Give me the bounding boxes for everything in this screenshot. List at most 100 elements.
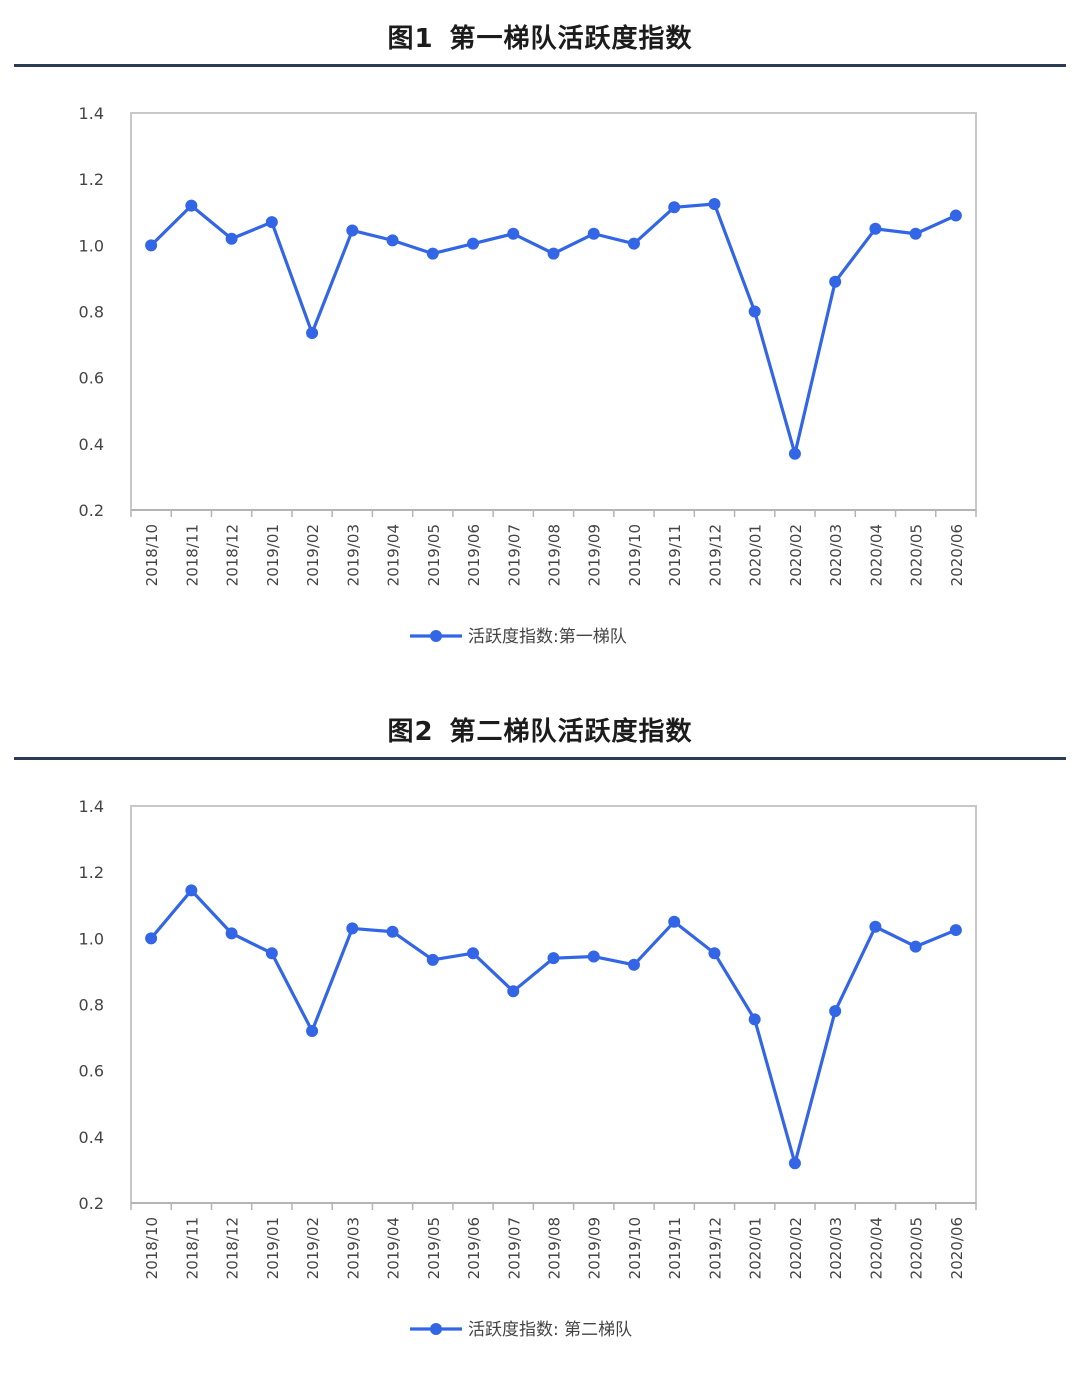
- x-tick-label: 2019/12: [706, 1217, 724, 1279]
- y-tick-label: 0.6: [79, 369, 104, 388]
- x-tick-label: 2019/11: [666, 524, 684, 586]
- data-point: [949, 924, 962, 937]
- x-tick-label: 2020/06: [948, 524, 966, 586]
- y-tick-label: 0.6: [79, 1062, 104, 1081]
- x-tick-label: 2019/03: [344, 524, 362, 586]
- y-tick-label: 0.4: [79, 435, 104, 454]
- data-point: [265, 947, 278, 960]
- x-tick-label: 2019/06: [465, 1217, 483, 1279]
- x-tick-label: 2019/04: [385, 1217, 403, 1279]
- x-tick-label: 2019/12: [706, 524, 724, 586]
- series-line: [149, 202, 957, 456]
- x-tick-label: 2020/04: [867, 524, 885, 586]
- data-point: [185, 199, 198, 212]
- x-tick-label: 2020/01: [747, 524, 765, 586]
- plot-area: [130, 112, 977, 511]
- x-tick-label: 2020/03: [827, 524, 845, 586]
- line-chart: 0.2 0.4 0.6 0.8 1.0 1.2 1.4 2018/10 2018/11 2018/…: [79, 797, 977, 1340]
- data-point: [225, 232, 238, 245]
- x-tick-label: 2019/05: [425, 524, 443, 586]
- data-point: [185, 884, 198, 897]
- data-point: [869, 920, 882, 933]
- data-point: [748, 305, 761, 318]
- data-point: [386, 925, 399, 938]
- chart-title-text: 第一梯队活跃度指数: [449, 24, 693, 54]
- data-point: [145, 932, 158, 945]
- x-tick-label: 2018/10: [143, 1217, 161, 1279]
- x-tick-label: 2018/11: [183, 1217, 201, 1279]
- x-tick-label: 2020/03: [827, 1217, 845, 1279]
- figure-2: 图2 第二梯队活跃度指数 0.2 0.4 0.6 0.8 1.0 1.2 1.4 2018/10…: [0, 693, 1080, 1383]
- x-tick-label: 2020/05: [908, 524, 926, 586]
- x-tick-label: 2019/05: [425, 1217, 443, 1279]
- chart-title-number: 图1: [387, 24, 434, 54]
- y-tick-label: 1.4: [79, 104, 104, 123]
- data-point: [668, 201, 681, 214]
- data-point: [467, 947, 480, 960]
- y-tick-label: 0.2: [79, 501, 104, 520]
- data-point: [145, 239, 158, 252]
- y-tick-label: 0.8: [79, 996, 104, 1015]
- legend-label: 活跃度指数: 第二梯队: [468, 1320, 632, 1340]
- data-point: [708, 947, 721, 960]
- x-tick-label: 2019/04: [385, 524, 403, 586]
- data-point: [507, 227, 520, 240]
- x-tick-label: 2019/01: [264, 1217, 282, 1279]
- x-tick-label: 2019/02: [304, 524, 322, 586]
- line-chart: 0.2 0.4 0.6 0.8 1.0 1.2 1.4 2018/10 2018/11 2018/…: [79, 104, 977, 647]
- y-tick-label: 1.0: [79, 236, 104, 255]
- data-point: [949, 209, 962, 222]
- data-point: [265, 216, 278, 229]
- chart-title: 图2 第二梯队活跃度指数: [0, 711, 1080, 748]
- data-point: [346, 224, 359, 237]
- x-tick-label: 2020/06: [948, 1217, 966, 1279]
- series-line: [149, 888, 957, 1165]
- x-tick-label: 2019/08: [546, 1217, 564, 1279]
- x-tick-label: 2018/11: [183, 524, 201, 586]
- legend-label: 活跃度指数:第一梯队: [468, 627, 627, 647]
- x-tick-label: 2019/07: [505, 524, 523, 586]
- data-point: [627, 958, 640, 971]
- x-tick-label: 2020/01: [747, 1217, 765, 1279]
- data-point: [788, 1157, 801, 1170]
- chart-title-text: 第二梯队活跃度指数: [449, 717, 693, 747]
- data-point: [547, 247, 560, 260]
- chart-title: 图1 第一梯队活跃度指数: [0, 18, 1080, 55]
- data-point: [788, 447, 801, 460]
- y-tick-label: 1.2: [79, 170, 104, 189]
- x-tick-label: 2020/02: [787, 524, 805, 586]
- data-point: [306, 327, 319, 340]
- chart-title-number: 图2: [387, 717, 434, 747]
- x-tick-label: 2019/08: [546, 524, 564, 586]
- y-tick-label: 0.4: [79, 1128, 104, 1147]
- x-tick-label: 2020/05: [908, 1217, 926, 1279]
- x-tick-label: 2019/09: [586, 1217, 604, 1279]
- x-tick-label: 2018/12: [224, 1217, 242, 1279]
- x-tick-label: 2019/09: [586, 524, 604, 586]
- y-tick-label: 0.8: [79, 303, 104, 322]
- data-point: [547, 952, 560, 965]
- data-point: [587, 950, 600, 963]
- data-point: [587, 227, 600, 240]
- data-point: [829, 275, 842, 288]
- y-tick-label: 0.2: [79, 1194, 104, 1213]
- y-tick-label: 1.2: [79, 863, 104, 882]
- x-tick-label: 2019/06: [465, 524, 483, 586]
- title-divider: [14, 64, 1066, 67]
- y-tick-label: 1.4: [79, 797, 104, 816]
- x-tick-label: 2019/11: [666, 1217, 684, 1279]
- x-tick-label: 2019/03: [344, 1217, 362, 1279]
- data-point: [346, 922, 359, 935]
- data-point: [708, 197, 721, 210]
- data-point: [306, 1024, 319, 1037]
- legend-marker: [430, 630, 442, 642]
- x-tick-label: 2019/01: [264, 524, 282, 586]
- x-tick-label: 2020/04: [867, 1217, 885, 1279]
- data-point: [829, 1005, 842, 1018]
- x-tick-label: 2019/02: [304, 1217, 322, 1279]
- x-tick-label: 2019/10: [626, 524, 644, 586]
- data-point: [668, 915, 681, 928]
- data-point: [467, 237, 480, 250]
- data-point: [426, 247, 439, 260]
- title-divider: [14, 757, 1066, 760]
